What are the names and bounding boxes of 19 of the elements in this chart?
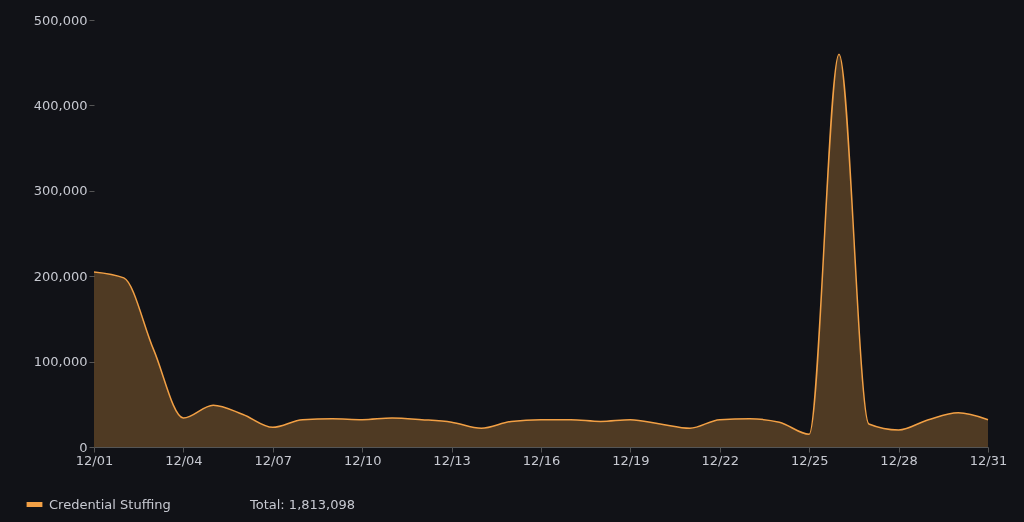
text: Total: 1,813,098 <box>249 497 356 512</box>
x-tick-label: 12/16 <box>522 452 561 468</box>
x-tick-label: 12/01 <box>75 452 114 468</box>
y-tick-label: 500,000 <box>33 12 88 28</box>
x-tick-label: 12/19 <box>612 452 650 468</box>
x-tick-label: 12/04 <box>165 452 203 468</box>
x-tick-label: 12/22 <box>701 452 740 468</box>
y-tick-label: 100,000 <box>33 354 88 370</box>
y-tick-label: 300,000 <box>33 183 88 199</box>
x-tick-label: 12/25 <box>790 452 829 468</box>
y-tick-label: 400,000 <box>33 97 88 113</box>
x-tick-label: 12/31 <box>969 452 1008 468</box>
x-tick-label: 12/10 <box>343 452 382 468</box>
x-tick-label: 12/28 <box>880 452 918 468</box>
y-tick-label: 0 <box>79 439 88 455</box>
legend-label: Credential Stuffing <box>49 496 171 512</box>
x-tick-label: 12/07 <box>254 452 293 468</box>
y-tick-label: 200,000 <box>33 268 88 284</box>
x-tick-label: 12/13 <box>433 452 471 468</box>
